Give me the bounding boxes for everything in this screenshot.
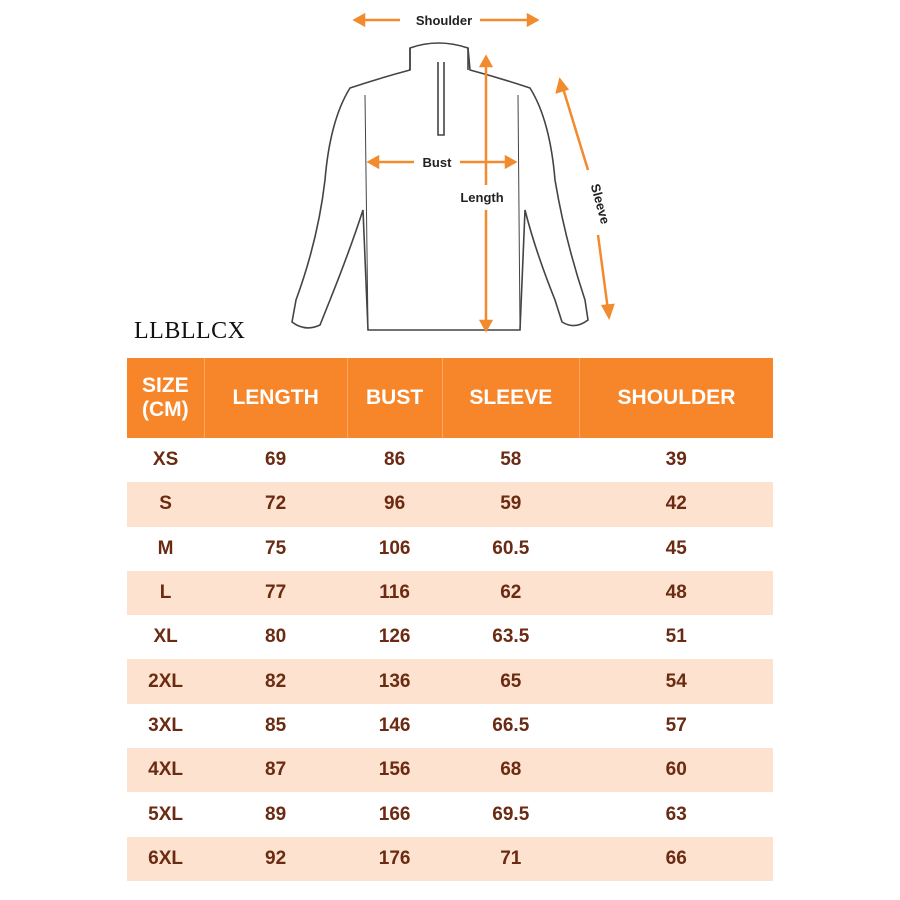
- header-cell: BUST: [347, 358, 443, 438]
- size-cell: 4XL: [127, 748, 205, 793]
- table-row: 6XL 92 176 71 66: [127, 836, 773, 881]
- value-cell: 85: [265, 714, 287, 736]
- value-cell: 45: [665, 537, 687, 559]
- value-cell: 39: [665, 449, 687, 471]
- value-cell: 51: [665, 626, 687, 648]
- value-cell: 48: [579, 570, 773, 616]
- bust-label: Bust: [423, 155, 453, 170]
- size-cell: 2XL: [127, 659, 205, 704]
- value-cell: 66.5: [492, 714, 530, 736]
- value-cell: 87: [204, 748, 348, 793]
- value-cell: 82: [204, 659, 348, 704]
- table-row: XL 80 126 63.5 51: [127, 615, 773, 659]
- length-label: Length: [460, 190, 503, 205]
- size-cell: M: [157, 537, 174, 559]
- table-body: XS 69 86 58 39 S 72 96 59 42 M 75 106 60.5 45 L 77 116 62 4…: [127, 438, 773, 881]
- value-cell: 75: [265, 537, 287, 559]
- table-row: XS 69 86 58 39: [127, 438, 773, 482]
- value-cell: 58: [500, 449, 522, 471]
- value-cell: 65: [442, 659, 580, 704]
- sleeve-label: Sleeve: [588, 182, 613, 226]
- value-cell: 60: [579, 748, 773, 793]
- value-cell: 176: [347, 836, 443, 881]
- size-cell: XS: [152, 449, 179, 471]
- value-cell: 89: [265, 803, 287, 825]
- value-cell: 63.5: [492, 626, 530, 648]
- header-row: SIZE (CM) LENGTH BUST SLEEVE SHOULDER: [127, 358, 773, 438]
- size-cell: 5XL: [148, 803, 184, 825]
- value-cell: 57: [665, 714, 687, 736]
- size-cell: S: [127, 482, 205, 527]
- value-cell: 146: [378, 714, 411, 736]
- value-cell: 96: [347, 482, 443, 527]
- value-cell: 77: [204, 570, 348, 616]
- garment-diagram: Shoulder Bust Length Sleeve: [291, 12, 615, 333]
- table-row: M 75 106 60.5 45: [127, 527, 773, 571]
- table-row: S 72 96 59 42: [127, 482, 773, 527]
- shoulder-label: Shoulder: [416, 13, 472, 28]
- value-cell: 166: [378, 803, 411, 825]
- value-cell: 54: [579, 659, 773, 704]
- table-row: 4XL 87 156 68 60: [127, 748, 773, 793]
- value-cell: 68: [442, 748, 580, 793]
- value-cell: 136: [347, 659, 443, 704]
- header-cell: LENGTH: [204, 358, 348, 438]
- size-cell: L: [127, 570, 205, 616]
- size-cell: 6XL: [127, 836, 205, 881]
- measure-arrows: [352, 12, 615, 333]
- table-row: 5XL 89 166 69.5 63: [127, 792, 773, 836]
- value-cell: 156: [347, 748, 443, 793]
- value-cell: 72: [204, 482, 348, 527]
- table-row: 2XL 82 136 65 54: [127, 659, 773, 704]
- header-cell: SIZE (CM): [127, 358, 205, 438]
- value-cell: 66: [579, 836, 773, 881]
- value-cell: 63: [665, 803, 687, 825]
- value-cell: 62: [442, 570, 580, 616]
- brand: LLBLLCX: [134, 318, 246, 344]
- table-row: L 77 116 62 48: [127, 570, 773, 616]
- sweater-outline: [291, 42, 589, 331]
- value-cell: 69: [265, 449, 287, 471]
- header-cell: SLEEVE: [442, 358, 580, 438]
- size-table: SIZE (CM) LENGTH BUST SLEEVE SHOULDER XS 69 86…: [127, 358, 773, 881]
- value-cell: 69.5: [492, 803, 530, 825]
- value-cell: 59: [442, 482, 580, 527]
- value-cell: 42: [579, 482, 773, 527]
- value-cell: 126: [378, 626, 411, 648]
- value-cell: 80: [265, 626, 287, 648]
- value-cell: 106: [378, 537, 411, 559]
- value-cell: 116: [347, 570, 443, 616]
- value-cell: 60.5: [492, 537, 530, 559]
- value-cell: 71: [442, 836, 580, 881]
- value-cell: 86: [384, 449, 406, 471]
- table-row: 3XL 85 146 66.5 57: [127, 704, 773, 748]
- value-cell: 92: [204, 836, 348, 881]
- size-cell: 3XL: [148, 714, 184, 736]
- header-cell: SHOULDER: [579, 358, 773, 438]
- size-cell: XL: [153, 626, 178, 648]
